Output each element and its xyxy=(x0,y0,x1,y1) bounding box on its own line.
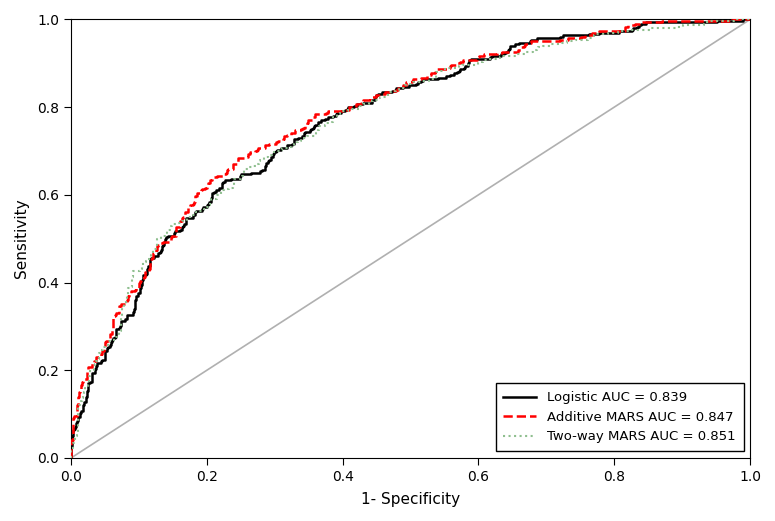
Additive MARS AUC = 0.847 xyxy=(151,250,160,256)
Two-way MARS AUC = 0.851 xyxy=(409,79,419,85)
Two-way MARS AUC = 0.851 xyxy=(117,315,126,321)
Line: Logistic AUC = 0.839: Logistic AUC = 0.839 xyxy=(71,19,750,458)
Line: Two-way MARS AUC = 0.851: Two-way MARS AUC = 0.851 xyxy=(71,19,750,458)
Additive MARS AUC = 0.847 xyxy=(727,16,736,22)
Additive MARS AUC = 0.847 xyxy=(67,455,76,461)
Two-way MARS AUC = 0.851 xyxy=(353,105,362,111)
Additive MARS AUC = 0.847 xyxy=(114,310,123,316)
Additive MARS AUC = 0.847 xyxy=(746,16,755,22)
Additive MARS AUC = 0.847 xyxy=(408,78,417,84)
Logistic AUC = 0.839 xyxy=(153,253,162,259)
Logistic AUC = 0.839 xyxy=(67,455,76,461)
Two-way MARS AUC = 0.851 xyxy=(732,16,741,22)
Additive MARS AUC = 0.847 xyxy=(670,18,679,24)
Logistic AUC = 0.839 xyxy=(739,16,748,22)
Logistic AUC = 0.839 xyxy=(411,82,420,88)
Logistic AUC = 0.839 xyxy=(670,19,680,26)
Two-way MARS AUC = 0.851 xyxy=(746,16,755,22)
Two-way MARS AUC = 0.851 xyxy=(280,145,289,151)
Logistic AUC = 0.839 xyxy=(350,103,360,109)
Legend: Logistic AUC = 0.839, Additive MARS AUC = 0.847, Two-way MARS AUC = 0.851: Logistic AUC = 0.839, Additive MARS AUC … xyxy=(495,383,743,451)
Logistic AUC = 0.839 xyxy=(280,145,289,151)
Y-axis label: Sensitivity: Sensitivity xyxy=(14,199,29,279)
Two-way MARS AUC = 0.851 xyxy=(67,455,76,461)
Logistic AUC = 0.839 xyxy=(746,16,755,22)
Additive MARS AUC = 0.847 xyxy=(352,104,361,110)
Logistic AUC = 0.839 xyxy=(119,317,128,324)
Two-way MARS AUC = 0.851 xyxy=(673,23,683,30)
Additive MARS AUC = 0.847 xyxy=(275,138,284,144)
Line: Additive MARS AUC = 0.847: Additive MARS AUC = 0.847 xyxy=(71,19,750,458)
Two-way MARS AUC = 0.851 xyxy=(149,247,158,254)
X-axis label: 1- Specificity: 1- Specificity xyxy=(361,492,460,507)
